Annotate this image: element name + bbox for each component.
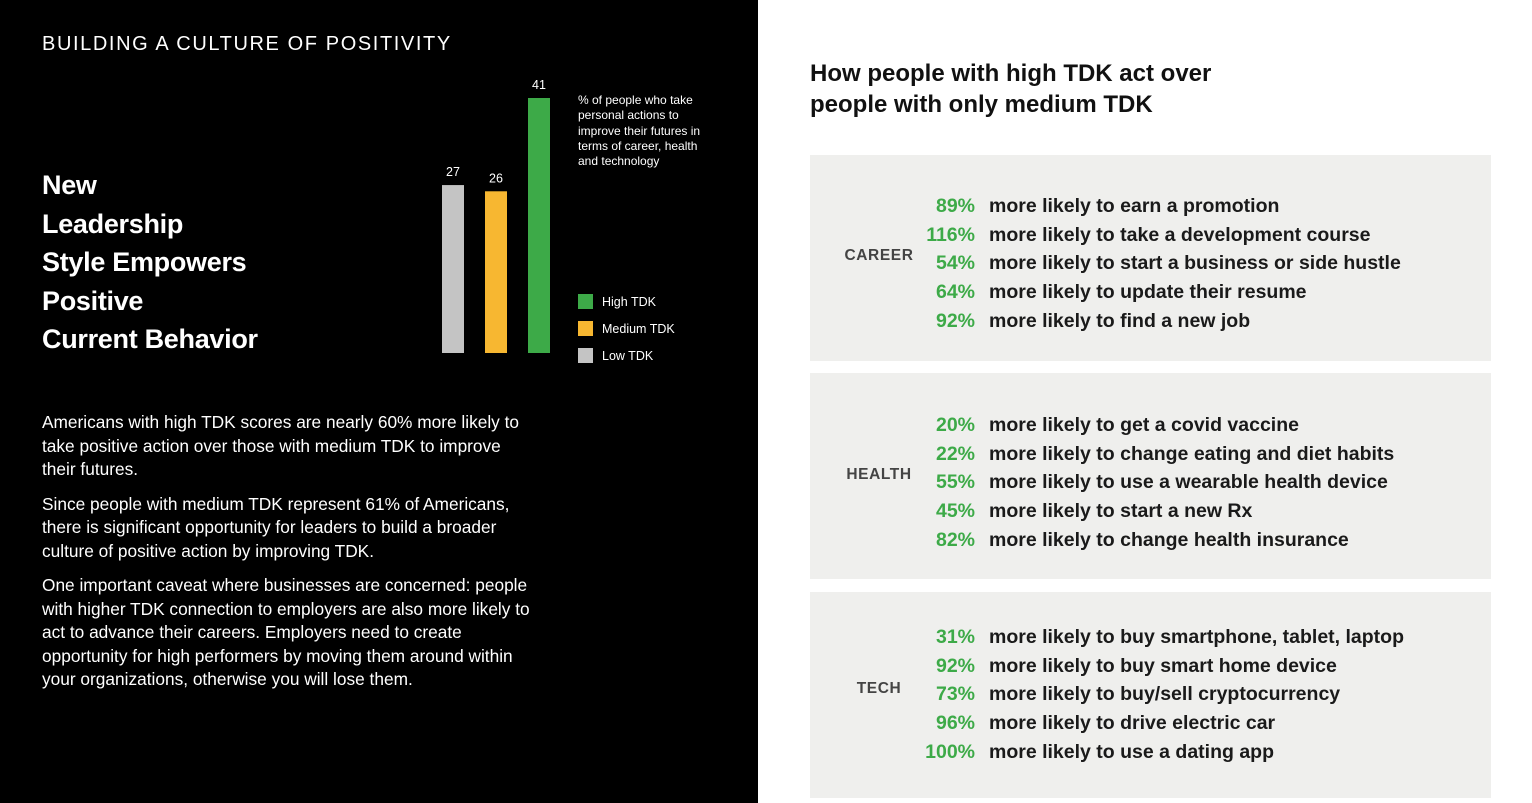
list-item: 89% more likely to earn a promotion [810,192,1491,221]
right-panel: How people with high TDK act over people… [758,0,1532,803]
chart-legend: High TDK Medium TDK Low TDK [578,288,675,369]
row-text: more likely to buy smart home device [989,654,1337,677]
row-text: more likely to change eating and diet ha… [989,442,1395,465]
list-item: 31% more likely to buy smartphone, tablet… [810,623,1491,652]
panel-rows: 31% more likely to buy smartphone, tablet… [810,623,1491,767]
career-panel: CAREER 89% more likely to earn a promotio… [810,155,1491,361]
left-panel: BUILDING A CULTURE OF POSITIVITY New Lea… [0,0,758,803]
row-text: more likely to buy/sell cryptocurrency [989,683,1341,706]
panel-label: CAREER [844,247,914,264]
percent-value: 100% [925,741,975,764]
bar-chart: 27 26 41 [442,78,550,353]
legend-label: High TDK [602,294,656,309]
legend-item-high: High TDK [578,288,675,315]
paragraph: Since people with medium TDK represent 6… [42,493,510,561]
row-text: more likely to take a development course [989,223,1371,246]
legend-swatch [578,321,593,336]
bar-high-tdk [528,98,550,353]
bar-value-label: 41 [532,78,546,92]
percent-value: 55% [935,471,975,494]
row-text: more likely to use a dating app [989,741,1274,764]
row-text: more likely to get a covid vaccine [989,413,1299,436]
list-item: 73% more likely to buy/sell cryptocurrenc… [810,681,1491,710]
percent-value: 82% [935,529,975,552]
right-title: How people with high TDK act over people… [810,58,1290,120]
legend-swatch [578,348,593,363]
row-text: more likely to update their resume [989,281,1307,304]
list-item: 96% more likely to drive electric car [810,709,1491,738]
list-item: 20% more likely to get a covid vaccine [810,411,1491,440]
percent-value: 54% [935,252,975,275]
legend-item-medium: Medium TDK [578,315,675,342]
list-item: 92% more likely to buy smart home device [810,652,1491,681]
percent-value: 45% [935,500,975,523]
bar-low-tdk [442,185,464,353]
list-item: 100% more likely to use a dating app [810,738,1491,767]
list-item: 64% more likely to update their resume [810,278,1491,307]
headline-line: New [42,170,97,200]
right-title-line: people with only medium TDK [810,91,1153,118]
paragraph: One important caveat where businesses ar… [42,575,530,689]
tech-panel: TECH 31% more likely to buy smartphone, t… [810,592,1491,798]
row-text: more likely to use a wearable health dev… [989,471,1388,494]
list-item: 55% more likely to use a wearable health … [810,469,1491,498]
percent-value: 20% [935,413,975,436]
row-text: more likely to start a new Rx [989,500,1253,523]
headline-line: Positive [42,285,144,316]
row-text: more likely to find a new job [989,310,1251,333]
list-item: 92% more likely to find a new job [810,307,1491,336]
right-title-line: How people with high TDK act over [810,60,1212,87]
health-panel: HEALTH 20% more likely to get a covid vac… [810,373,1491,579]
percent-value: 89% [935,194,975,217]
panel-label: TECH [856,680,902,697]
row-text: more likely to drive electric car [989,712,1276,735]
panel-label: HEALTH [846,466,912,483]
headline-line: Style Empowers [42,247,247,277]
bar-value-label: 26 [489,171,503,185]
chart-note: % of people who take personal actions to… [578,93,701,169]
percent-value: 116% [926,223,975,246]
list-item: 22% more likely to change eating and diet… [810,440,1491,469]
percent-value: 31% [935,625,975,648]
paragraph: Americans with high TDK scores are nearl… [42,412,520,479]
row-text: more likely to start a business or side … [989,252,1401,275]
list-item: 54% more likely to start a business or si… [810,250,1491,279]
headline-line: Current Behavior [42,324,258,354]
headline-line: Leadership [42,208,184,239]
legend-label: Low TDK [602,348,654,363]
percent-value: 73% [935,683,975,706]
bar-medium-tdk [485,191,507,353]
list-item: 45% more likely to start a new Rx [810,497,1491,526]
percent-value: 22% [935,442,975,465]
body-text: Americans with high TDK scores are nearl… [42,411,532,703]
percent-value: 92% [935,310,975,333]
list-item: 82% more likely to change health insuranc… [810,526,1491,555]
row-text: more likely to buy smartphone, tablet, l… [989,625,1404,648]
row-text: more likely to earn a promotion [989,194,1280,217]
legend-item-low: Low TDK [578,342,675,369]
row-text: more likely to change health insurance [989,529,1349,552]
percent-value: 64% [935,281,975,304]
panel-rows: 89% more likely to earn a promotion 116% m… [810,192,1491,336]
legend-label: Medium TDK [602,321,675,336]
percent-value: 92% [935,654,975,677]
bar-value-label: 27 [446,165,460,179]
headline: New Leadership Style Empowers Positive C… [42,166,342,359]
section-title: BUILDING A CULTURE OF POSITIVITY [42,33,452,55]
panel-rows: 20% more likely to get a covid vaccine 22… [810,411,1491,555]
list-item: 116% more likely to take a development co… [810,221,1491,250]
percent-value: 96% [935,712,975,735]
legend-swatch [578,294,593,309]
